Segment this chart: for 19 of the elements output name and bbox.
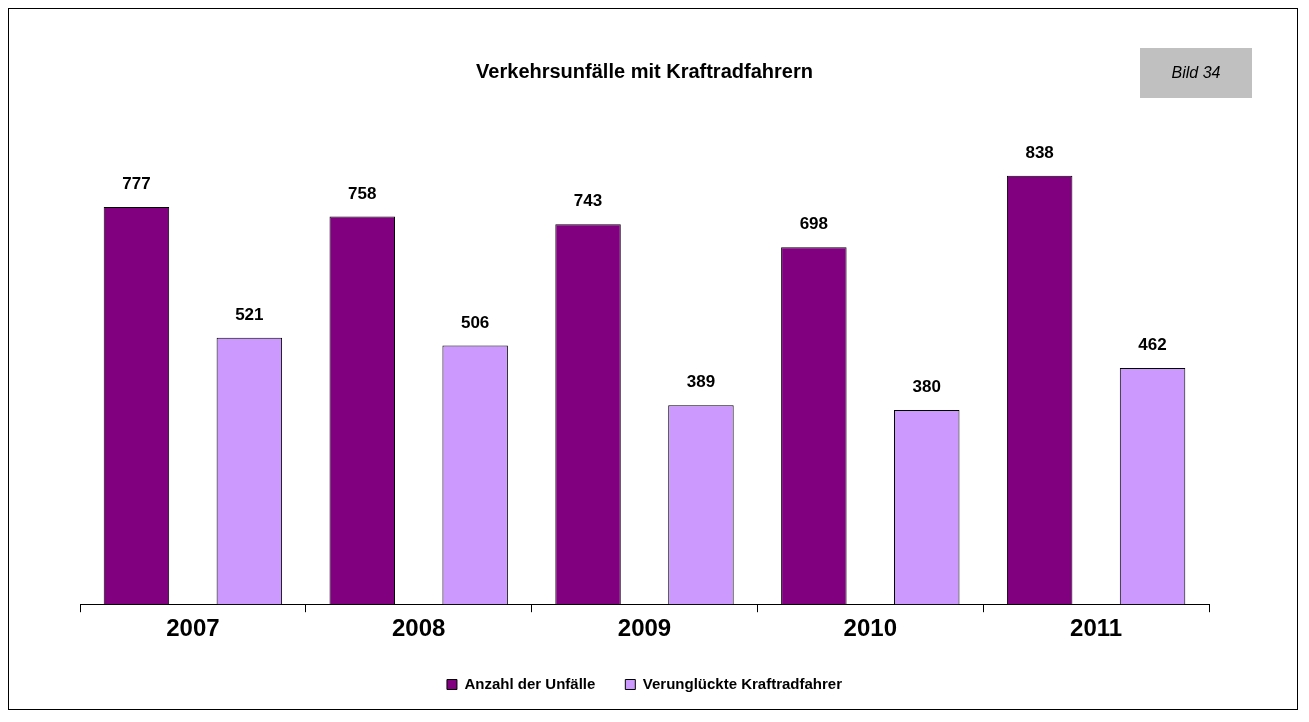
data-label: 389 [686, 372, 716, 392]
data-label: 743 [573, 191, 603, 211]
x-tick-label: 2011 [1070, 614, 1123, 642]
data-label: 698 [799, 214, 829, 234]
data-label: 521 [235, 304, 264, 324]
data-label: 506 [460, 312, 490, 332]
legend-label: Verunglückte Kraftradfahrer [642, 674, 843, 692]
legend-label: Anzahl der Unfälle [464, 674, 596, 692]
data-label: 380 [912, 377, 941, 397]
chart-title: Verkehrsunfälle mit Kraftradfahrern [476, 59, 813, 82]
x-tick-label: 2009 [617, 614, 672, 642]
text: Bild 34 [1140, 48, 1252, 98]
data-label: 758 [348, 183, 377, 203]
data-label: 462 [1138, 335, 1167, 355]
data-label: 777 [122, 174, 151, 194]
x-tick-label: 2007 [166, 614, 220, 642]
x-tick-label: 2010 [843, 614, 897, 642]
x-tick-label: 2008 [392, 614, 446, 642]
data-label: 838 [1025, 142, 1054, 162]
